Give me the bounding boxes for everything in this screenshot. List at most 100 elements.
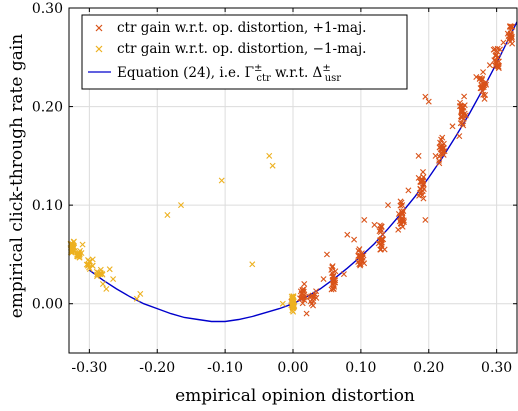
plus1-maj-point (435, 157, 442, 164)
minus1-maj-point (69, 244, 76, 251)
plus1-maj-point (361, 216, 368, 223)
plus1-maj-point (457, 99, 464, 106)
plus1-maj-point (449, 123, 456, 130)
minus1-maj-point (279, 300, 286, 307)
plus1-maj-point (415, 152, 422, 159)
plus1-maj-point (459, 120, 466, 127)
plus1-maj-point (405, 187, 412, 194)
plus1-maj-point (425, 98, 432, 105)
plus1-maj-point (422, 93, 429, 100)
plus1-maj-point (460, 122, 467, 129)
plus1-maj-point (508, 32, 514, 39)
minus1-maj-point (249, 261, 256, 268)
minus1-maj-point (103, 285, 110, 292)
plus1-maj-point (329, 270, 336, 277)
y-tick-label: 0.30 (32, 1, 63, 17)
plus1-maj-point (417, 186, 424, 193)
plus1-maj-point (356, 246, 363, 253)
plus1-maj-point (500, 39, 507, 46)
plus1-maj-point (328, 286, 335, 293)
minus1-maj-point (99, 281, 106, 287)
x-tick-label: -0.30 (71, 360, 107, 376)
plus1-maj-point (458, 103, 465, 110)
plus1-maj-point (381, 246, 388, 253)
plus1-maj-point (299, 288, 306, 295)
plus1-maj-point (361, 260, 368, 267)
minus1-maj-point (85, 257, 92, 264)
plus1-maj-point (497, 46, 504, 53)
plus1-maj-point (495, 65, 502, 72)
plus1-maj-point (422, 216, 429, 223)
minus1-maj-point (289, 296, 296, 303)
plus1-maj-point (385, 202, 392, 209)
minus1-maj-point (98, 270, 105, 277)
x-tick-label: -0.10 (207, 360, 243, 376)
y-tick-label: 0.00 (32, 297, 63, 313)
plus1-maj-point (357, 253, 364, 260)
minus1-maj-point (97, 266, 104, 273)
plus1-maj-point (299, 300, 306, 307)
plus1-maj-point (357, 261, 364, 268)
plus1-maj-point (486, 62, 493, 69)
x-axis-label: empirical opinion distortion (175, 386, 415, 406)
plus1-maj-point (356, 253, 363, 260)
legend-marker-minus1 (95, 45, 103, 53)
legend: ctr gain w.r.t. op. distortion, +1-maj. … (81, 14, 408, 90)
plus1-maj-point (440, 151, 447, 158)
plus1-maj-point (481, 95, 488, 102)
plus1-maj-point (359, 257, 366, 264)
x-tick-label: -0.20 (139, 360, 175, 376)
plus1-maj-point (351, 236, 358, 243)
plus1-maj-point (340, 271, 347, 278)
minus1-maj-point (218, 177, 225, 184)
plus1-maj-point (495, 54, 502, 61)
y-tick-label: 0.10 (32, 198, 63, 214)
y-tick-label: 0.20 (32, 100, 63, 116)
plus1-maj-point (439, 143, 446, 150)
minus1-maj-point (74, 253, 81, 260)
plus1-maj-point (473, 74, 480, 80)
minus1-maj-point (133, 295, 140, 302)
minus1-maj-point (269, 162, 276, 169)
minus1-maj-point (106, 266, 113, 273)
plus1-maj-point (397, 220, 404, 227)
plus1-maj-point (303, 310, 310, 317)
plus1-maj-point (438, 136, 445, 143)
plus1-maj-point (459, 103, 466, 110)
plus1-maj-point (332, 268, 339, 275)
minus1-maj-point (164, 212, 171, 218)
plus1-maj-point (329, 263, 336, 270)
legend-label-equation: Equation (24), i.e. Γ± ctr w.r.t. Δ± usr (117, 63, 341, 84)
minus1-maj-point (79, 241, 86, 248)
minus1-maj-point (76, 249, 83, 256)
plus1-maj-point (480, 69, 487, 76)
plus1-maj-point (309, 292, 316, 299)
plus1-maj-point (456, 133, 463, 140)
plus1-maj-point (330, 273, 337, 280)
plus1-maj-point (344, 231, 351, 238)
plus1-maj-point (395, 226, 402, 233)
y-axis-label: empirical click-through rate gain (7, 34, 27, 319)
x-tick-label: 0.20 (413, 360, 444, 376)
legend-box (81, 14, 408, 90)
plus1-maj-point (491, 57, 498, 64)
plus1-maj-point (376, 228, 383, 235)
plus1-maj-point (458, 109, 465, 116)
plus1-maj-point (419, 168, 426, 175)
minus1-maj-point (290, 308, 297, 315)
x-tick-label: 0.00 (277, 360, 308, 376)
plus1-maj-point (493, 57, 500, 64)
plus1-maj-point (480, 80, 487, 87)
minus1-maj-point (93, 268, 100, 275)
plus1-maj-point (495, 63, 502, 70)
plus1-maj-point (476, 75, 483, 82)
plus1-maj-point (509, 40, 516, 47)
plus1-maj-point (300, 286, 307, 293)
plus1-maj-point (371, 221, 378, 228)
plus1-maj-point (323, 251, 330, 258)
minus1-maj-point (137, 290, 144, 297)
plus1-maj-point (432, 152, 439, 159)
plus1-maj-point (320, 276, 327, 283)
plus1-maj-point (420, 195, 427, 202)
